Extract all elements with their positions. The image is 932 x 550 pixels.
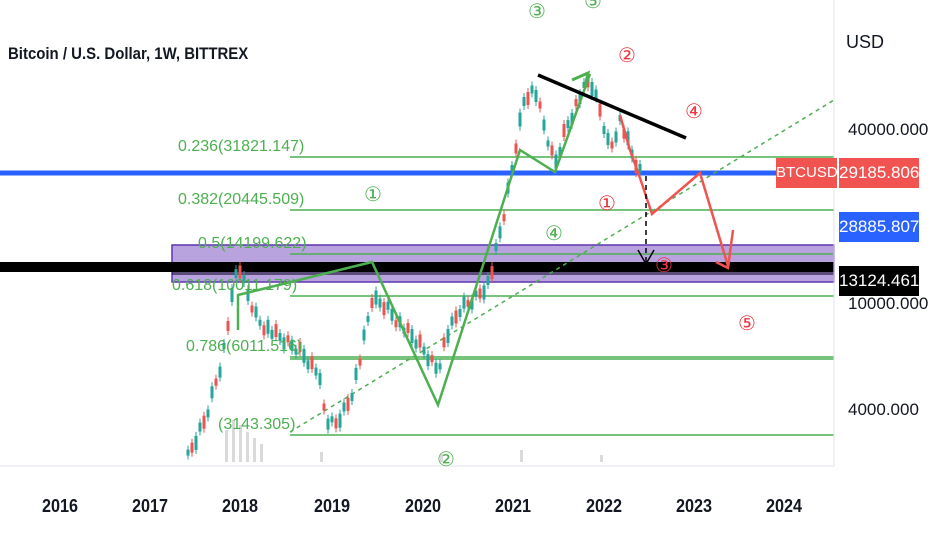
red-wave-label-3: ③ (655, 253, 673, 277)
x-tick-2022: 2022 (585, 496, 623, 516)
black-arrow-head (637, 249, 655, 266)
green-wave-label-1: ① (364, 182, 382, 206)
x-tick-2017: 2017 (131, 496, 169, 516)
dotted-trendline (289, 99, 835, 433)
price-tag-red: 29185.806 (839, 158, 919, 188)
x-tick-2024: 2024 (765, 496, 803, 516)
x-tick-2023: 2023 (675, 496, 713, 516)
green-wave-label-3: ③ (528, 0, 546, 23)
x-tick-2020: 2020 (404, 496, 442, 516)
y-tick-10000: 10000.000 (848, 294, 929, 313)
red-wave-label-1: ① (598, 191, 616, 215)
y-axis-unit: USD (846, 32, 885, 52)
x-tick-2019: 2019 (313, 496, 351, 516)
fib-label-2: 0.5(14199.622) (198, 235, 307, 252)
price-tag-blue: 28885.807 (839, 212, 919, 242)
fib-label-4: 0.786(6011.516) (186, 338, 302, 355)
green-wave-path (236, 73, 592, 409)
red-arrow-head (715, 229, 735, 270)
x-tick-2016: 2016 (41, 496, 79, 516)
black-downtrend-line (537, 73, 687, 140)
red-projection-path (618, 114, 730, 267)
x-tick-2018: 2018 (221, 496, 259, 516)
red-wave-label-2: ② (618, 43, 636, 67)
green-wave-label-2: ② (437, 447, 455, 471)
green-arrow-head (571, 70, 591, 89)
btcusd-symbol-tag: BTCUSD (776, 158, 838, 188)
y-tick-40000: 40000.000 (848, 120, 929, 139)
chart-title: Bitcoin / U.S. Dollar, 1W, BITTREX (8, 44, 249, 63)
fib-label-3: 0.618(10011.179) (172, 277, 297, 294)
green-wave-label-5: ⑤ (584, 0, 602, 13)
fib-label-5: (3143.305) (218, 416, 295, 433)
fib-label-0: 0.236(31821.147) (178, 138, 304, 155)
fib-label-1: 0.382(20445.509) (178, 191, 304, 208)
y-tick-4000: 4000.000 (848, 400, 919, 419)
price-tag-black: 13124.461 (839, 266, 919, 296)
fib-lines (290, 156, 834, 436)
fib-labels: 0.236(31821.147) 0.382(20445.509) 0.5(1419… (172, 138, 307, 433)
green-wave-label-4: ④ (545, 221, 563, 245)
wave-markers: ① ② ③ ④ ⑤ ① ② ③ ④ ⑤ (364, 0, 756, 471)
candlesticks (186, 73, 642, 460)
red-wave-label-5: ⑤ (738, 311, 756, 335)
volume-bars (225, 420, 603, 462)
red-wave-label-4: ④ (685, 99, 703, 123)
x-tick-2021: 2021 (494, 496, 532, 516)
